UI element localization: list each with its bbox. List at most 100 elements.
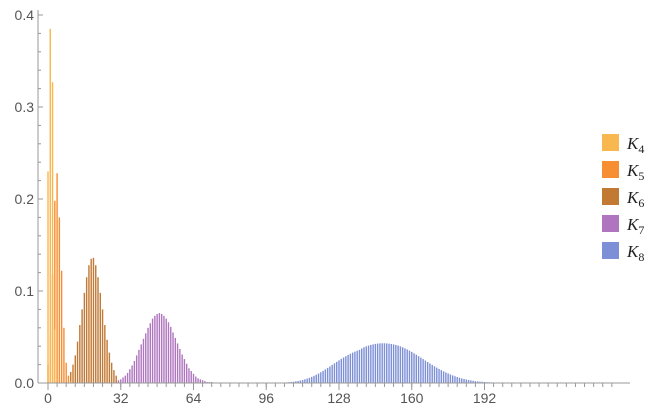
- bar-K8: [347, 354, 349, 383]
- bar-K6: [101, 309, 104, 383]
- bar-K7: [190, 371, 192, 383]
- bar-K8: [401, 347, 404, 383]
- bar-K8: [324, 369, 327, 383]
- bar-K7: [195, 376, 197, 383]
- bar-K7: [170, 326, 172, 383]
- legend-item-K7: K7: [602, 215, 644, 237]
- bar-K8: [388, 343, 390, 383]
- bar-K8: [304, 379, 306, 383]
- legend-label: K5: [626, 161, 644, 183]
- bar-K8: [345, 356, 347, 383]
- bar-K8: [338, 360, 340, 383]
- bar-K8: [354, 351, 356, 383]
- series-K8: [283, 343, 611, 384]
- y-tick-label: 0.4: [15, 7, 35, 23]
- x-tick-label: 128: [327, 390, 351, 406]
- bar-K8: [372, 344, 374, 383]
- bar-K6: [97, 277, 99, 383]
- bar-K7: [120, 379, 122, 383]
- bar-K8: [454, 376, 456, 383]
- bar-K8: [290, 381, 292, 383]
- bar-K7: [174, 337, 177, 383]
- bar-K7: [201, 380, 204, 383]
- bar-K8: [451, 375, 454, 383]
- y-tick-label: 0.1: [15, 283, 35, 299]
- bar-K7: [135, 355, 138, 383]
- legend-item-K4: K4: [602, 134, 644, 156]
- bar-K7: [192, 373, 195, 383]
- bar-K7: [199, 379, 202, 383]
- bar-K8: [392, 344, 395, 383]
- bar-K8: [301, 379, 304, 383]
- legend-label: K6: [626, 188, 644, 210]
- bar-K8: [408, 350, 411, 383]
- bar-K8: [358, 349, 361, 383]
- bar-K5: [63, 327, 65, 383]
- bar-K6: [76, 341, 79, 383]
- bar-K8: [383, 343, 386, 383]
- bar-K6: [99, 292, 101, 383]
- bar-K5: [70, 381, 72, 383]
- bar-K8: [479, 381, 481, 383]
- bar-K8: [476, 381, 479, 383]
- bar-K5: [65, 362, 67, 383]
- bar-K8: [363, 347, 365, 383]
- bar-K8: [361, 348, 363, 383]
- bar-K7: [163, 315, 165, 383]
- x-tick-label: 0: [44, 390, 52, 406]
- bar-K8: [436, 367, 438, 383]
- bar-K8: [461, 378, 463, 383]
- ticks-layer: 0.0 0.1 0.2 0.3 0.4 0 32 64 96 128 160 192: [15, 7, 613, 406]
- legend-swatch: [602, 242, 619, 259]
- bar-K8: [422, 359, 424, 383]
- bar-K8: [299, 380, 302, 383]
- bar-K8: [351, 352, 354, 383]
- bar-K8: [311, 376, 313, 383]
- bar-K8: [386, 343, 388, 383]
- bar-K6: [74, 355, 76, 383]
- bar-K8: [404, 348, 406, 383]
- bar-K8: [399, 346, 402, 383]
- bar-K7: [117, 380, 120, 383]
- bar-K8: [474, 381, 477, 383]
- bar-K6: [83, 292, 86, 383]
- bar-K6: [113, 370, 115, 383]
- bar-K8: [406, 349, 408, 383]
- bar-K7: [145, 333, 147, 383]
- bar-K7: [167, 322, 170, 383]
- legend: K4 K5 K6 K7 K8: [602, 134, 644, 264]
- bar-K8: [431, 364, 433, 383]
- bar-K8: [333, 363, 336, 383]
- series-K6: [70, 257, 117, 383]
- bar-K6: [70, 371, 72, 383]
- series-K7: [115, 313, 222, 383]
- bar-K8: [336, 361, 338, 383]
- x-tick-label: 192: [473, 390, 497, 406]
- legend-label: K7: [626, 215, 644, 237]
- legend-item-K5: K5: [602, 161, 644, 183]
- bar-K4: [54, 329, 56, 383]
- bar-K7: [204, 381, 206, 383]
- bar-K4: [51, 82, 54, 383]
- bar-K8: [465, 379, 468, 383]
- bar-K8: [356, 350, 358, 383]
- bar-K8: [297, 380, 299, 383]
- bar-K8: [340, 358, 342, 383]
- bar-K8: [483, 381, 486, 383]
- bar-K5: [56, 173, 58, 383]
- bar-K7: [129, 369, 131, 383]
- bar-K8: [315, 374, 317, 383]
- bar-K7: [131, 365, 133, 383]
- bar-K6: [90, 258, 92, 383]
- bar-K7: [172, 332, 174, 383]
- bar-K7: [154, 315, 156, 383]
- bar-K7: [147, 327, 149, 383]
- bar-K8: [379, 343, 381, 383]
- legend-swatch: [602, 188, 619, 205]
- bar-K8: [411, 351, 413, 383]
- bar-K7: [158, 313, 161, 383]
- legend-swatch: [602, 215, 619, 232]
- bar-K8: [326, 367, 329, 383]
- bar-K8: [365, 346, 367, 383]
